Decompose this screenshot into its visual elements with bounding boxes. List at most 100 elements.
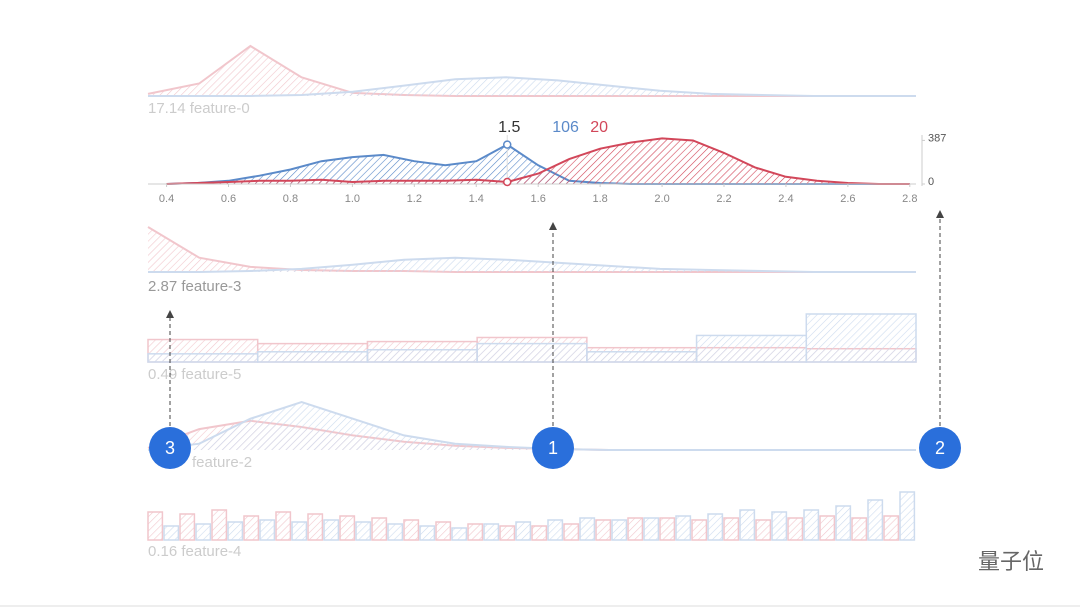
bar	[195, 523, 212, 541]
bar	[547, 519, 564, 541]
bar	[307, 513, 324, 541]
x-tick-label: 2.6	[840, 193, 855, 205]
x-tick-label: 0.6	[221, 193, 236, 205]
watermark: 量子位	[978, 549, 1044, 574]
callout-number: 1	[548, 438, 558, 458]
y-tick-label: 0	[928, 176, 934, 188]
area-fill	[166, 138, 910, 184]
bar	[227, 521, 244, 541]
bar	[643, 517, 660, 541]
feature-chart	[147, 400, 916, 451]
bar	[739, 509, 756, 541]
feature-title: feature-2	[192, 454, 252, 471]
y-tick-label: 387	[928, 132, 946, 144]
x-tick-label: 2.4	[778, 193, 793, 205]
feature-title: 17.14 feature-0	[148, 100, 250, 117]
area-fill	[148, 77, 916, 96]
area-fill	[148, 227, 916, 272]
area-fill	[166, 144, 910, 184]
feature-title: 0.16 feature-4	[148, 543, 241, 560]
x-tick-label: 1.2	[407, 193, 422, 205]
bar	[371, 517, 388, 541]
bar	[691, 519, 708, 541]
x-tick-label: 1.4	[469, 193, 484, 205]
bar	[243, 515, 260, 541]
callout-badge	[919, 427, 961, 469]
callout-arrowhead	[936, 210, 944, 218]
bar	[563, 523, 580, 541]
bar	[819, 515, 836, 541]
hover-value: 106	[552, 119, 579, 136]
bar	[291, 521, 308, 541]
bar	[355, 521, 372, 541]
bar	[803, 509, 820, 541]
series-line	[166, 137, 910, 185]
bar	[659, 517, 676, 541]
bar	[899, 491, 916, 541]
bar	[339, 515, 356, 541]
bar	[851, 517, 868, 541]
bar	[476, 342, 588, 363]
feature-title: 2.87 feature-3	[148, 278, 241, 295]
feature-chart: 0.4 0.6 0.8 1.0 1.2 1.4 1.6 1.8 2.0 2.2 2.4 2.6 2.8 0…	[148, 119, 946, 205]
bar	[723, 517, 740, 541]
hover-x: 1.5	[498, 119, 520, 136]
bar	[387, 523, 404, 541]
bar	[867, 499, 884, 541]
callout-arrowhead	[166, 310, 174, 318]
feature-chart	[147, 44, 916, 97]
feature-chart	[147, 313, 917, 363]
callout-badge	[149, 427, 191, 469]
hover-value: 20	[590, 119, 608, 136]
callout-number: 3	[165, 438, 175, 458]
x-tick-label: 2.0	[654, 193, 669, 205]
bar	[515, 521, 532, 541]
series-line	[147, 400, 916, 451]
area-fill	[148, 402, 916, 450]
x-tick-label: 1.8	[592, 193, 607, 205]
bar	[323, 519, 340, 541]
bar	[595, 519, 612, 541]
bar	[883, 515, 900, 541]
area-fill	[148, 257, 916, 272]
bar	[256, 351, 369, 363]
area-fill	[148, 46, 916, 96]
feature-chart	[147, 226, 916, 273]
bar	[835, 505, 852, 541]
bar	[805, 313, 917, 363]
bar	[451, 527, 468, 541]
bar	[787, 517, 804, 541]
bar	[259, 519, 276, 541]
bar	[675, 515, 692, 541]
bar	[483, 523, 500, 541]
bar	[179, 513, 196, 541]
series-line	[148, 256, 916, 273]
bar	[611, 519, 628, 541]
bar	[707, 513, 724, 541]
callout-arrowhead	[549, 222, 557, 230]
callout-number: 2	[935, 438, 945, 458]
bar	[163, 525, 180, 541]
hover-point	[502, 177, 512, 187]
x-tick-label: 1.6	[531, 193, 546, 205]
series-line	[148, 76, 916, 97]
x-tick-label: 2.2	[716, 193, 731, 205]
feature-title: 0.49 feature-5	[148, 366, 241, 383]
bar	[586, 351, 698, 363]
bar	[366, 348, 478, 363]
bar	[627, 517, 644, 541]
bar	[695, 334, 808, 363]
x-tick-label: 0.4	[159, 193, 174, 205]
bar	[403, 519, 420, 541]
hover-point	[502, 140, 512, 149]
bar	[419, 525, 436, 541]
feature-chart	[147, 491, 916, 541]
x-tick-label: 0.8	[283, 193, 298, 205]
bar	[211, 509, 228, 541]
bar	[531, 525, 548, 541]
bar	[435, 521, 452, 541]
bar	[147, 353, 259, 363]
x-tick-label: 1.0	[345, 193, 360, 205]
bar	[275, 511, 292, 541]
